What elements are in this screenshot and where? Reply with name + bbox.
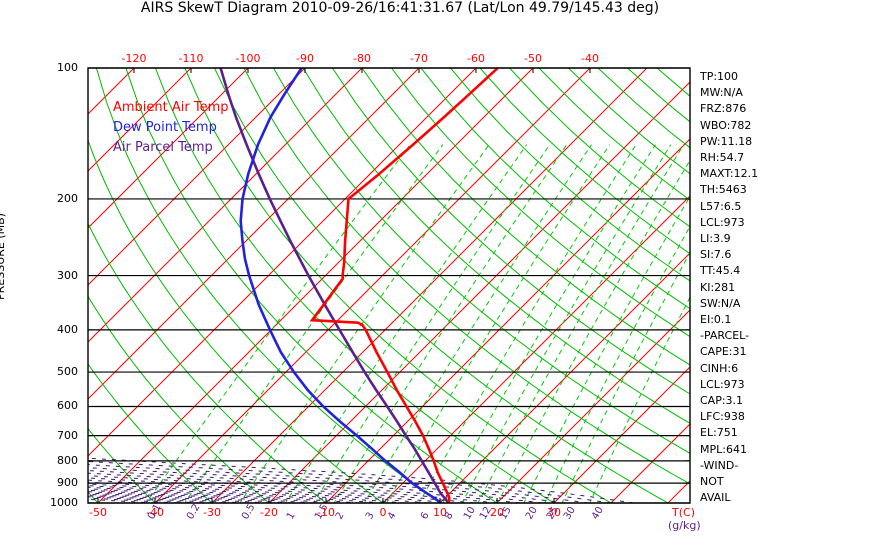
panel-item: MPL:641 (700, 442, 747, 456)
bottom-temp-tick: -10 (317, 506, 335, 519)
bottom-temp-tick: 20 (490, 506, 504, 519)
top-temp-tick: -110 (178, 52, 204, 65)
top-temp-tick: -40 (581, 52, 599, 65)
panel-item: KI:281 (700, 280, 736, 294)
panel-item: EI:0.1 (700, 313, 732, 326)
ambient-air-temp-curve (309, 68, 499, 503)
panel-item: CINH:6 (700, 361, 739, 375)
panel-item: LFC:938 (700, 410, 745, 424)
panel-item: TH:5463 (700, 183, 747, 197)
top-temp-tick: -50 (524, 52, 542, 65)
pressure-tick: 900 (57, 476, 78, 490)
panel-item: TP:100 (700, 70, 739, 83)
pressure-tick: 700 (57, 428, 78, 442)
panel-item: LCL:973 (700, 377, 745, 391)
dew-point-temp-curve (239, 68, 442, 503)
bottom-temp-tick: 0 (379, 506, 387, 519)
panel-item: CAP:3.1 (700, 394, 744, 407)
plot-border (87, 67, 691, 504)
air-parcel-temp-curve (219, 68, 450, 503)
mixing-ratio-axis-label: (g/kg) (668, 519, 701, 532)
pressure-tick: 300 (57, 268, 78, 282)
panel-item: -WIND- (700, 458, 739, 472)
dry-adiabat-lines (88, 68, 690, 503)
legend-item-2: Dew Point Temp (113, 120, 217, 135)
panel-item: PW:11.18 (700, 134, 753, 148)
pressure-tick: 100 (57, 61, 78, 74)
bottom-temp-tick: 30 (547, 506, 561, 519)
panel-item: LI:3.9 (700, 232, 731, 245)
panel-item: -PARCEL- (700, 329, 750, 343)
panel-item: CAPE:31 (700, 345, 747, 359)
pressure-tick: 500 (57, 365, 78, 379)
panel-item: RH:54.7 (700, 151, 745, 164)
panel-item: AVAIL (700, 491, 731, 505)
top-temp-tick: -100 (235, 52, 261, 65)
moist-adiabat-lines (88, 457, 634, 503)
top-temp-tick: -80 (353, 52, 371, 65)
panel-item: FRZ:876 (700, 102, 747, 116)
panel-item: NOT (700, 475, 724, 488)
pressure-tick: 1000 (50, 496, 78, 509)
top-temp-tick: -120 (121, 52, 147, 65)
bottom-temp-tick: -20 (260, 506, 278, 519)
pressure-tick: 600 (57, 399, 78, 413)
pressure-axis-label: PRESSURE (MB) (0, 213, 7, 300)
pressure-tick: 800 (57, 453, 78, 467)
pressure-tick: 200 (57, 191, 78, 205)
panel-item: SW:N/A (700, 296, 741, 310)
top-temp-tick: -60 (467, 52, 485, 65)
profile-curves (219, 68, 499, 503)
axis-ticks (88, 67, 690, 504)
panel-item: TT:45.4 (700, 264, 741, 278)
legend-item-1: Ambient Air Temp (113, 100, 229, 115)
top-temp-tick: -90 (296, 52, 314, 65)
pressure-tick: 400 (57, 322, 78, 336)
bottom-temp-tick: -50 (89, 506, 107, 519)
panel-item: EL:751 (700, 426, 738, 440)
legend-item-3: Air Parcel Temp (113, 140, 213, 155)
panel-item: SI:7.6 (700, 248, 732, 262)
top-temp-tick: -70 (410, 52, 428, 65)
panel-item: MAXT:12.1 (700, 167, 759, 181)
bottom-temp-tick: -30 (203, 506, 221, 519)
panel-item: L57:6.5 (700, 199, 742, 213)
bottom-temp-tick: 10 (433, 506, 447, 519)
panel-item: LCL:973 (700, 215, 745, 229)
page-title: AIRS SkewT Diagram 2010-09-26/16:41:31.6… (140, 0, 660, 16)
bottom-temp-tick: -40 (146, 506, 164, 519)
panel-item: WBO:782 (700, 118, 752, 132)
panel-item: MW:N/A (700, 86, 743, 100)
temperature-axis-label: T(C) (672, 506, 695, 519)
